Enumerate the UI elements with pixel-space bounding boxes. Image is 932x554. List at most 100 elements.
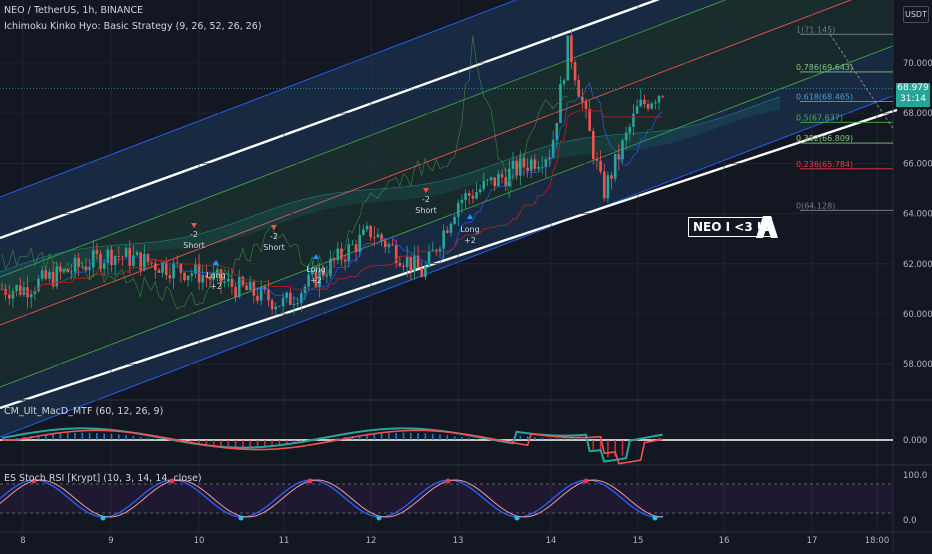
price-tick-label: 60.000 [903, 310, 932, 320]
candle-body [610, 175, 613, 178]
candle-body [132, 255, 135, 266]
candle-body [245, 285, 248, 290]
candle-body [377, 234, 380, 237]
candle-body [475, 192, 478, 199]
stoch-tick-label: 100.0 [903, 471, 927, 481]
time-tick-label: 12 [366, 536, 377, 546]
candle-body [107, 250, 110, 263]
candle-body [508, 169, 511, 186]
candle-body [493, 177, 496, 186]
macd-bar [403, 433, 405, 440]
candle-body [125, 248, 128, 257]
candle-body [588, 109, 591, 131]
candle-body [446, 230, 449, 232]
candle-body [201, 275, 204, 282]
candle-body [114, 256, 117, 265]
price-tick-label: 62.000 [903, 260, 932, 270]
candle-body [629, 127, 632, 133]
signal-label: Short [415, 206, 436, 215]
fib-level-label: 1(71.145) [796, 25, 835, 34]
candle-body [639, 100, 642, 107]
stoch-band [0, 484, 893, 513]
candle-body [501, 174, 504, 177]
macd-bar [147, 438, 149, 440]
price-tick-label: 64.000 [903, 210, 932, 220]
candle-body [183, 273, 186, 280]
macd-bar [571, 438, 573, 440]
candle-body [278, 306, 281, 307]
candle-body [530, 159, 533, 170]
time-tick-label: 17 [807, 536, 818, 546]
time-tick-label: 14 [546, 536, 557, 546]
candle-body [472, 196, 475, 199]
macd-bar [264, 440, 266, 447]
macd-bar [118, 435, 120, 440]
currency-button[interactable]: USDT [903, 6, 929, 23]
macd-bar [82, 433, 84, 440]
macd-bar [74, 433, 76, 440]
candle-body [267, 290, 270, 301]
stoch-tick-label: 0.0 [903, 516, 917, 526]
candle-body [512, 161, 515, 169]
candle-body [497, 174, 500, 186]
candle-body [154, 263, 157, 270]
macd-bar [249, 440, 251, 447]
time-tick-label: 15 [633, 536, 644, 546]
candle-body [643, 100, 646, 104]
candle-body [333, 258, 336, 260]
macd-bar [468, 438, 470, 440]
candle-body [30, 294, 33, 297]
time-tick-label: 8 [20, 536, 25, 546]
candle-body [165, 263, 168, 275]
candle-body [191, 274, 194, 276]
macd-bar [103, 433, 105, 440]
candle-body [442, 230, 445, 248]
macd-bar [527, 436, 529, 440]
candle-body [169, 275, 172, 278]
candle-body [574, 62, 577, 80]
stoch-overbought-dot [584, 479, 589, 484]
candle-body [399, 263, 402, 266]
candle-body [461, 200, 464, 203]
signal-label: +2 [310, 276, 322, 285]
candle-body [486, 180, 489, 181]
macd-bar [330, 439, 332, 440]
price-tick-label: 70.000 [903, 59, 932, 69]
signal-label: Short [183, 241, 204, 250]
candle-body [85, 266, 88, 269]
stoch-oversold-dot [515, 516, 520, 521]
candle-body [607, 175, 610, 198]
candle-body [92, 250, 95, 267]
candle-body [585, 102, 588, 109]
candle-body [161, 263, 164, 273]
macd-bar [541, 438, 543, 440]
stoch-oversold-dot [653, 516, 658, 521]
candle-body [121, 257, 124, 258]
macd-bar [607, 440, 609, 457]
candle-body [559, 84, 562, 123]
candle-body [271, 300, 274, 309]
candle-body [537, 167, 540, 169]
macd-bar [461, 437, 463, 440]
candle-body [556, 123, 559, 140]
candle-body [464, 193, 467, 200]
candle-body [264, 287, 267, 290]
macd-bar [220, 440, 222, 447]
macd-bar [439, 435, 441, 440]
candle-body [347, 244, 350, 261]
candle-body [366, 226, 369, 230]
signal-label: -2 [190, 230, 198, 239]
macd-bar [374, 434, 376, 440]
candle-body [300, 293, 303, 303]
fib-level-label: 0.5(67.637) [796, 113, 843, 122]
candle-body [420, 268, 423, 277]
candle-body [603, 172, 606, 199]
candle-body [355, 244, 358, 252]
candle-body [362, 229, 365, 235]
candle-body [12, 291, 15, 299]
ichimoku-legend: Ichimoku Kinko Hyo: Basic Strategy (9, 2… [4, 21, 262, 32]
candle-body [468, 193, 471, 196]
stoch-oversold-dot [377, 516, 382, 521]
